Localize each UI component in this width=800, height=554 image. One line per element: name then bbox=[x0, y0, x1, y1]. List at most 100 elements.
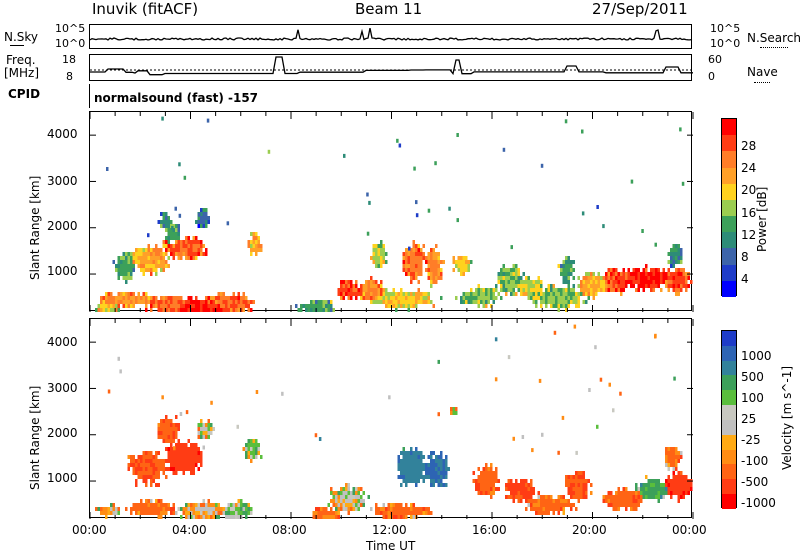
heatmap-cell bbox=[650, 491, 653, 495]
heatmap-cell bbox=[127, 455, 130, 459]
heatmap-cell bbox=[355, 288, 358, 292]
heatmap-cell bbox=[577, 276, 580, 280]
heatmap-cell bbox=[647, 487, 650, 491]
heatmap-cell bbox=[485, 304, 488, 308]
heatmap-cell bbox=[197, 244, 200, 248]
heatmap-cell bbox=[235, 503, 238, 507]
heatmap-cell bbox=[580, 483, 583, 487]
heatmap-cell bbox=[455, 264, 458, 268]
heatmap-cell bbox=[580, 280, 583, 284]
heatmap-cell bbox=[392, 304, 395, 308]
heatmap-cell bbox=[165, 423, 168, 427]
heatmap-cell bbox=[180, 451, 183, 455]
heatmap-cell bbox=[240, 300, 243, 304]
heatmap-cell bbox=[175, 304, 178, 308]
heatmap-cell bbox=[587, 292, 590, 296]
heatmap-cell bbox=[442, 483, 445, 487]
heatmap-cell bbox=[672, 487, 675, 491]
heatmap-cell bbox=[167, 427, 170, 431]
heatmap-cell bbox=[230, 300, 233, 304]
heatmap-cell bbox=[197, 224, 200, 228]
heatmap-cell bbox=[525, 495, 528, 499]
heatmap-cell bbox=[235, 308, 238, 312]
heatmap-cell bbox=[415, 304, 418, 308]
heatmap-cell bbox=[197, 451, 200, 455]
colorbar-segment bbox=[722, 405, 736, 420]
heatmap-cell bbox=[125, 252, 128, 256]
heatmap-cell bbox=[575, 479, 578, 483]
heatmap-cell bbox=[490, 487, 493, 491]
heatmap-cell bbox=[142, 479, 145, 483]
heatmap-cell bbox=[570, 483, 573, 487]
heatmap-cell bbox=[202, 212, 205, 216]
heatmap-cell bbox=[480, 300, 483, 304]
heatmap-cell bbox=[410, 467, 413, 471]
heatmap-cell bbox=[562, 300, 565, 304]
heatmap-cell bbox=[132, 260, 135, 264]
heatmap-cell bbox=[187, 511, 190, 515]
heatmap-cell bbox=[150, 252, 153, 256]
freq-tick-top: 18 bbox=[62, 53, 76, 66]
heatmap-cell bbox=[617, 499, 620, 503]
heatmap-cell bbox=[427, 260, 430, 264]
heatmap-cell bbox=[590, 288, 593, 292]
heatmap-cell bbox=[542, 503, 545, 507]
heatmap-cell bbox=[470, 296, 473, 300]
heatmap-cell bbox=[625, 495, 628, 499]
heatmap-cell bbox=[445, 463, 448, 467]
heatmap-cell bbox=[505, 292, 508, 296]
heatmap-cell bbox=[415, 451, 418, 455]
heatmap-cell bbox=[150, 499, 153, 503]
heatmap-cell bbox=[200, 308, 203, 312]
heatmap-cell bbox=[625, 507, 628, 511]
heatmap-cell bbox=[395, 511, 398, 515]
heatmap-cell bbox=[412, 276, 415, 280]
heatmap-cell bbox=[662, 268, 665, 272]
heatmap-cell bbox=[505, 280, 508, 284]
heatmap-cell bbox=[152, 475, 155, 479]
heatmap-cell bbox=[407, 308, 410, 312]
heatmap-cell bbox=[670, 455, 673, 459]
heatmap-cell bbox=[512, 292, 515, 296]
heatmap-cell bbox=[485, 467, 488, 471]
heatmap-cell bbox=[225, 304, 228, 308]
heatmap-cell bbox=[482, 487, 485, 491]
heatmap-cell bbox=[252, 447, 255, 451]
heatmap-cell bbox=[142, 260, 145, 264]
heatmap-cell bbox=[410, 292, 413, 296]
heatmap-cell bbox=[407, 507, 410, 511]
heatmap-cell bbox=[635, 487, 638, 491]
heatmap-cell bbox=[675, 455, 678, 459]
heatmap-cell bbox=[650, 483, 653, 487]
heatmap-cell bbox=[432, 248, 435, 252]
heatmap-speckle bbox=[581, 211, 585, 216]
heatmap-cell bbox=[485, 475, 488, 479]
heatmap-cell bbox=[135, 463, 138, 467]
heatmap-cell bbox=[317, 304, 320, 308]
heatmap-cell bbox=[145, 471, 148, 475]
heatmap-cell bbox=[540, 511, 543, 515]
heatmap-cell bbox=[205, 220, 208, 224]
heatmap-cell bbox=[145, 503, 148, 507]
heatmap-cell bbox=[490, 495, 493, 499]
heatmap-cell bbox=[245, 451, 248, 455]
heatmap-cell bbox=[165, 224, 168, 228]
heatmap-cell bbox=[140, 455, 143, 459]
heatmap-cell bbox=[485, 463, 488, 467]
heatmap-cell bbox=[600, 284, 603, 288]
heatmap-cell bbox=[452, 411, 455, 415]
heatmap-cell bbox=[550, 507, 553, 511]
heatmap-cell bbox=[405, 455, 408, 459]
heatmap-cell bbox=[210, 300, 213, 304]
heatmap-cell bbox=[247, 443, 250, 447]
heatmap-cell bbox=[580, 487, 583, 491]
heatmap-cell bbox=[150, 300, 153, 304]
heatmap-cell bbox=[420, 471, 423, 475]
heatmap-cell bbox=[385, 515, 388, 519]
heatmap-cell bbox=[387, 511, 390, 515]
heatmap-cell bbox=[220, 300, 223, 304]
heatmap-cell bbox=[567, 264, 570, 268]
heatmap-cell bbox=[375, 248, 378, 252]
heatmap-cell bbox=[520, 491, 523, 495]
heatmap-cell bbox=[175, 447, 178, 451]
